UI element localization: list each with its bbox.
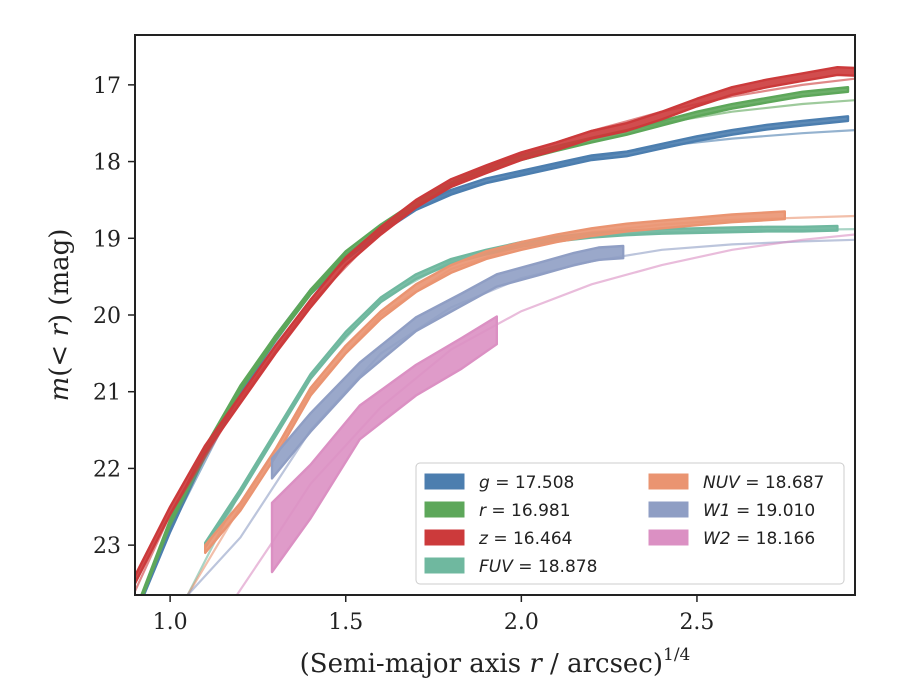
- y-tick-label: 19: [93, 227, 121, 252]
- y-axis-label: m(< r) (mag): [45, 229, 75, 402]
- profile-band-nuv: [204, 210, 786, 554]
- x-tick-label: 2.0: [504, 610, 539, 635]
- x-axis-label-exponent: 1/4: [663, 645, 690, 665]
- y-axis-label-r: r: [45, 323, 75, 337]
- legend-entry-w2: W2 = 18.166: [703, 529, 815, 549]
- x-tick-label: 1.5: [328, 610, 363, 635]
- y-tick-label: 21: [93, 381, 121, 406]
- y-axis-label-m: m: [45, 377, 75, 402]
- legend-swatch-w1: [648, 501, 689, 518]
- x-axis-label-rest: / arcsec): [542, 649, 663, 679]
- y-tick-label: 23: [93, 534, 121, 559]
- profile-band-z: [135, 66, 855, 585]
- legend-swatch-fuv: [424, 557, 465, 574]
- y-tick-label: 22: [93, 457, 121, 482]
- legend-swatch-z: [424, 529, 465, 546]
- x-tick-label: 1.0: [153, 610, 188, 635]
- x-axis-label: (Semi-major axis r / arcsec)1/4: [300, 645, 691, 679]
- profile-band-fuv: [204, 224, 839, 549]
- legend-entry-r: r = 16.981: [479, 501, 571, 521]
- legend-swatch-w2: [648, 529, 689, 546]
- legend-swatch-nuv: [648, 473, 689, 490]
- profile-band-w1: [270, 244, 625, 480]
- legend-entry-w1: W1 = 19.010: [703, 501, 815, 521]
- y-tick-label: 20: [93, 304, 121, 329]
- curves-layer: [135, 66, 855, 595]
- y-tick-label: 17: [93, 74, 121, 99]
- y-tick-label: 18: [93, 151, 121, 176]
- y-axis-label-lt: (<: [45, 337, 75, 377]
- y-axis-label-unit: (mag): [45, 229, 75, 314]
- legend-entry-g: g = 17.508: [479, 473, 574, 493]
- x-tick-label: 2.5: [679, 610, 714, 635]
- axis-ticks: 1.0 1.5 2.0 2.5 17 18 19 20 21 22 23: [93, 74, 714, 635]
- legend-entry-z: z = 16.464: [478, 529, 572, 549]
- legend-swatch-g: [424, 473, 465, 490]
- legend-swatch-r: [424, 501, 465, 518]
- legend-entry-fuv: FUV = 18.878: [479, 557, 597, 577]
- profile-band-w2: [270, 315, 498, 574]
- legend: g = 17.508 r = 16.981 z = 16.464 FUV = 18.8…: [415, 462, 845, 585]
- x-axis-label-main: (Semi-major axis: [300, 649, 530, 679]
- legend-box: [415, 462, 845, 585]
- x-axis-label-var: r: [529, 649, 543, 679]
- profile-band-r: [140, 86, 850, 595]
- legend-entry-nuv: NUV = 18.687: [703, 473, 824, 493]
- y-axis-label-close: ): [45, 314, 75, 324]
